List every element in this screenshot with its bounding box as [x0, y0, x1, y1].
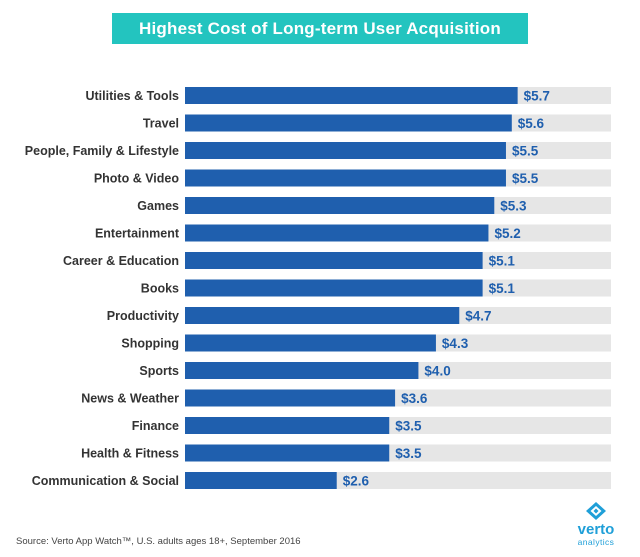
data-label: $3.5 [395, 419, 422, 434]
logo-subtitle: analytics [577, 537, 615, 547]
category-label: Career & Education [63, 254, 179, 268]
bar [185, 362, 419, 379]
bar [185, 472, 337, 489]
data-label: $5.5 [512, 171, 539, 186]
data-label: $4.0 [424, 364, 450, 379]
bar [185, 417, 390, 434]
category-label: Travel [143, 117, 179, 131]
bar [185, 87, 518, 104]
data-label: $5.2 [494, 226, 520, 241]
data-label: $5.7 [524, 89, 550, 104]
data-label: $3.5 [395, 446, 422, 461]
data-label: $5.1 [489, 281, 516, 296]
category-label: People, Family & Lifestyle [25, 144, 179, 158]
category-label: News & Weather [81, 392, 179, 406]
category-label: Health & Fitness [81, 447, 179, 461]
source-note: Source: Verto App Watch™, U.S. adults ag… [16, 536, 301, 547]
verto-diamond-icon [586, 502, 606, 520]
data-label: $4.7 [465, 309, 491, 324]
category-label: Productivity [107, 309, 179, 323]
category-label: Books [141, 282, 179, 296]
bar [185, 114, 512, 132]
bar [185, 279, 483, 297]
verto-logo: verto analytics [566, 500, 626, 550]
bar [185, 334, 436, 352]
category-label: Entertainment [95, 227, 180, 241]
bar [185, 444, 390, 462]
bar [185, 224, 489, 242]
logo-wordmark: verto [577, 521, 615, 538]
data-label: $3.6 [401, 391, 428, 406]
category-label: Communication & Social [32, 474, 179, 488]
bar [185, 252, 483, 269]
bar [185, 307, 460, 324]
bar [185, 197, 495, 214]
chart-title: Highest Cost of Long-term User Acquisiti… [112, 13, 528, 44]
data-label: $4.3 [442, 336, 469, 351]
data-label: $5.3 [500, 199, 527, 214]
category-label: Photo & Video [94, 172, 180, 186]
category-label: Utilities & Tools [85, 89, 179, 103]
category-label: Games [137, 199, 179, 213]
category-label: Sports [139, 364, 179, 378]
category-label: Shopping [121, 337, 179, 351]
bar [185, 389, 396, 407]
data-label: $5.5 [512, 144, 539, 159]
data-label: $5.6 [518, 116, 545, 131]
data-label: $5.1 [489, 254, 516, 269]
bar [185, 169, 506, 187]
bar [185, 142, 506, 159]
category-label: Finance [132, 419, 179, 433]
data-label: $2.6 [343, 474, 370, 489]
